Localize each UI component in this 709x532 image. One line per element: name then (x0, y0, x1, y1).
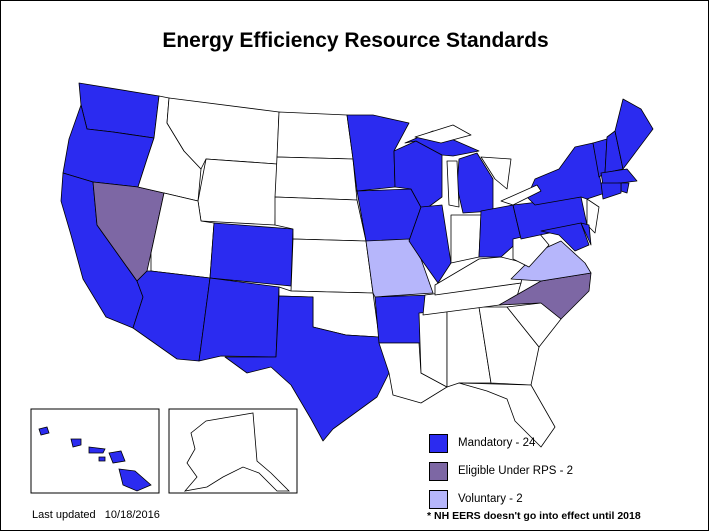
state-delaware (580, 222, 592, 246)
state-south-dakota (274, 156, 358, 201)
legend-label-voluntary: Voluntary - 2 (458, 493, 523, 505)
lake-superior (414, 124, 472, 144)
state-maine (614, 98, 654, 170)
footnote: * NH EERS doesn't go into effect until 2… (427, 510, 641, 522)
state-hawaii-maui (108, 450, 126, 464)
state-indiana (450, 214, 482, 264)
legend-swatch-mandatory (429, 434, 448, 453)
state-texas (224, 295, 390, 442)
lake-erie (500, 184, 542, 206)
state-maryland (540, 222, 590, 252)
state-colorado (209, 222, 294, 287)
state-connecticut (600, 182, 622, 200)
state-arizona (132, 270, 211, 362)
state-hawaii-kauai (38, 426, 50, 436)
state-louisiana (378, 342, 448, 404)
state-massachusetts (600, 168, 638, 186)
state-new-york (526, 142, 606, 206)
legend-swatch-voluntary (429, 490, 448, 509)
state-hawaii-big-island (118, 468, 152, 492)
state-rhode-island (620, 182, 630, 194)
state-florida (458, 382, 556, 448)
lake-michigan (446, 160, 460, 208)
state-wyoming (197, 158, 278, 226)
legend-label-eligible-under-rps: Eligible Under RPS - 2 (458, 465, 574, 477)
state-georgia (478, 306, 540, 386)
state-new-mexico (198, 277, 280, 362)
state-north-dakota (276, 111, 354, 160)
state-alaska (183, 412, 290, 492)
state-hawaii-molokai (88, 446, 106, 454)
state-kansas (290, 238, 374, 294)
last-updated: Last updated 10/18/2016 (32, 509, 160, 521)
state-ohio (478, 204, 522, 258)
legend-swatch-eligible-under-rps (429, 462, 448, 481)
state-hawaii-lanai (98, 456, 106, 462)
state-missouri (365, 238, 434, 298)
state-hawaii-oahu (70, 438, 82, 448)
map-title: Energy Efficiency Resource Standards (162, 29, 549, 52)
state-new-jersey (586, 198, 600, 234)
lake-huron (480, 156, 512, 190)
legend-label-mandatory: Mandatory - 24 (458, 437, 536, 449)
